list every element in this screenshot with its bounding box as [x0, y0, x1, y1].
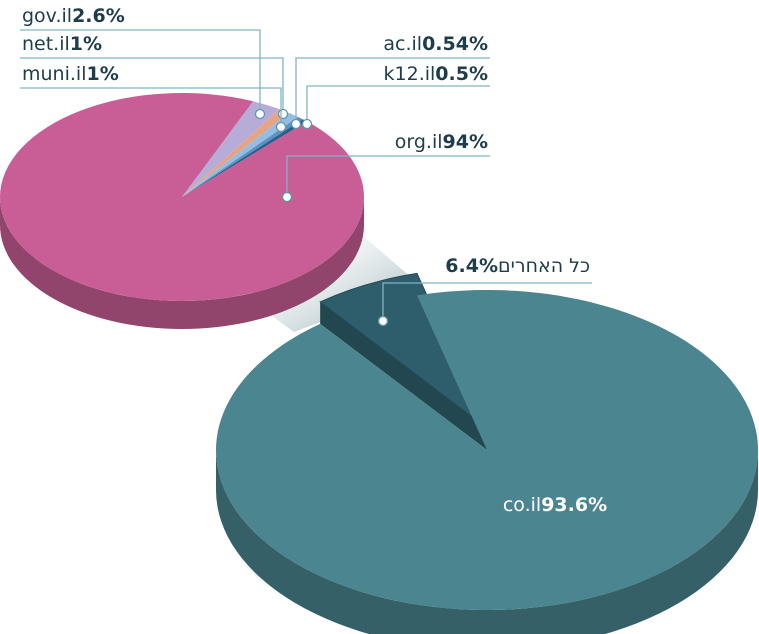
- category-label: net.il: [22, 33, 70, 55]
- connector: [250, 235, 420, 332]
- slice-label: 6.4%כל האחרים: [445, 255, 590, 277]
- slice-label: org.il94%: [395, 131, 488, 153]
- slice: [182, 119, 307, 197]
- pie: [0, 93, 364, 329]
- value-label: 0.54%: [422, 33, 488, 55]
- pie: [215, 272, 758, 634]
- slice: [182, 101, 280, 197]
- leader-line: [20, 87, 282, 127]
- slice: [215, 290, 758, 611]
- leader-dot: [275, 121, 287, 133]
- leader-line: [295, 57, 490, 124]
- slice-label: muni.il1%: [22, 63, 119, 85]
- category-label: כל האחרים: [498, 255, 590, 277]
- slice-label: ac.il0.54%: [383, 33, 488, 55]
- slice: [182, 109, 289, 197]
- leader-line: [20, 57, 284, 114]
- category-label: org.il: [395, 131, 443, 153]
- slice: [182, 116, 303, 197]
- category-label: ac.il: [383, 33, 422, 55]
- category-label: muni.il: [22, 63, 86, 85]
- category-label: gov.il: [22, 5, 72, 27]
- slice-side: [320, 301, 487, 450]
- leader-line: [382, 282, 592, 321]
- leader-dot: [277, 108, 289, 120]
- slice-label: net.il1%: [22, 33, 102, 55]
- slice-label: k12.il0.5%: [384, 63, 488, 85]
- leader-dot: [281, 191, 293, 203]
- value-label: 6.4%: [445, 255, 498, 277]
- leader-dot: [290, 118, 302, 130]
- pie-side: [0, 197, 364, 329]
- value-label: 1%: [70, 33, 102, 55]
- leader-line: [20, 29, 261, 114]
- category-label: k12.il: [384, 63, 436, 85]
- slice-label: gov.il2.6%: [22, 5, 125, 27]
- value-label: 94%: [443, 131, 488, 153]
- leader-dot: [301, 118, 313, 130]
- value-label: 0.5%: [435, 63, 488, 85]
- leader-dot: [254, 108, 266, 120]
- slice: [0, 93, 364, 301]
- value-label: 1%: [86, 63, 118, 85]
- leader-line: [306, 85, 490, 124]
- slice: [319, 272, 488, 429]
- slice: [182, 112, 299, 197]
- category-label: co.il: [503, 494, 541, 516]
- leader-dot: [377, 315, 389, 327]
- slice-label: co.il93.6%: [503, 494, 607, 516]
- value-label: 93.6%: [541, 494, 607, 516]
- leader-line: [286, 155, 490, 197]
- value-label: 2.6%: [72, 5, 125, 27]
